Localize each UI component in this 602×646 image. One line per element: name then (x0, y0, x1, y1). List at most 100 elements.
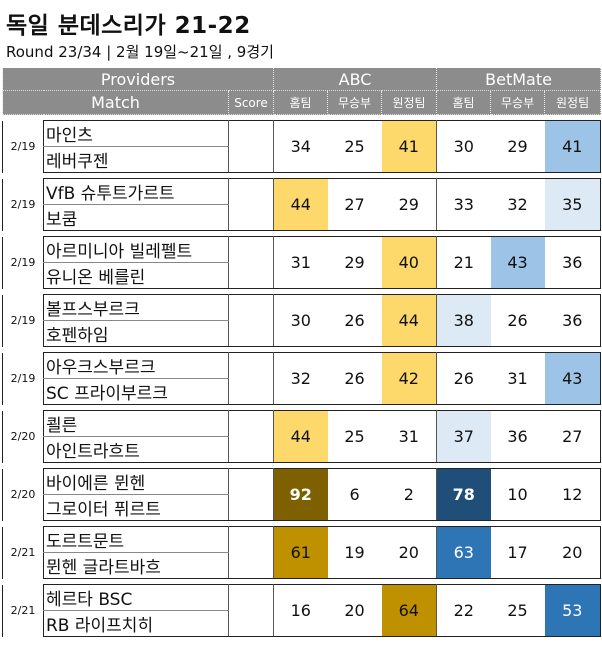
betmate-away-value: 20 (544, 526, 602, 579)
abc-home-value: 16 (273, 584, 328, 637)
score-cell (228, 236, 275, 289)
match-date: 2/19 (2, 120, 44, 173)
betmate-home-value: 30 (436, 120, 491, 173)
abc-home-value: 32 (273, 352, 328, 405)
match-date: 2/21 (2, 526, 44, 579)
abc-away-value: 20 (381, 526, 438, 579)
abc-away-value: 2 (381, 468, 438, 521)
abc-home-value: 31 (273, 236, 328, 289)
betmate-away-value: 35 (544, 178, 602, 231)
score-cell (228, 352, 275, 405)
score-cell (228, 410, 275, 463)
betmate-draw-value: 31 (490, 352, 545, 405)
match-row-away: RB 라이프치히 (3, 610, 601, 637)
match-row-away: 그로이터 퓌르트 (3, 494, 601, 521)
score-cell (228, 584, 275, 637)
abc-away-value: 42 (381, 352, 438, 405)
abc-home-value: 30 (273, 294, 328, 347)
abc-header: ABC (273, 68, 438, 91)
match-row: 2/19 아우크스부르크 32 26 42 26 31 43 (2, 352, 602, 405)
away-team-name: 레버쿠젠 (43, 146, 229, 173)
home-team-name: 쾰른 (43, 410, 229, 437)
abc-home-header: 홈팀 (273, 90, 329, 115)
match-date: 2/19 (2, 236, 44, 289)
betmate-home-value: 37 (436, 410, 491, 463)
abc-home-value: 44 (273, 178, 328, 231)
abc-draw-value: 29 (327, 236, 382, 289)
betmate-home-value: 38 (436, 294, 491, 347)
abc-home-value: 92 (273, 468, 328, 521)
betmate-home-value: 21 (436, 236, 491, 289)
betmate-away-value: 41 (544, 120, 602, 173)
abc-away-value: 64 (381, 584, 438, 637)
match-row: 2/19 마인츠 34 25 41 30 29 41 (2, 120, 602, 173)
betmate-home-header: 홈팀 (436, 90, 492, 115)
home-team-name: 마인츠 (43, 120, 229, 147)
match-row: 2/20 바이에른 뮌헨 92 6 2 78 10 12 (2, 468, 602, 521)
score-cell (228, 468, 275, 521)
betmate-draw-value: 25 (490, 584, 545, 637)
score-cell (228, 526, 275, 579)
away-team-name: 유니온 베를린 (43, 262, 229, 289)
home-team-name: 아우크스부르크 (43, 352, 229, 379)
match-row-away: 호펜하임 (3, 320, 601, 347)
betmate-away-value: 12 (544, 468, 602, 521)
abc-draw-value: 27 (327, 178, 382, 231)
home-team-name: 아르미니아 빌레펠트 (43, 236, 229, 263)
away-team-name: 보쿰 (43, 204, 229, 231)
abc-home-value: 34 (273, 120, 328, 173)
betmate-away-value: 53 (544, 584, 602, 637)
abc-away-value: 41 (381, 120, 438, 173)
betmate-home-value: 78 (436, 468, 491, 521)
betmate-draw-value: 26 (490, 294, 545, 347)
betmate-away-value: 43 (544, 352, 602, 405)
abc-draw-value: 25 (327, 410, 382, 463)
match-date: 2/21 (2, 584, 44, 637)
abc-home-value: 44 (273, 410, 328, 463)
match-row-away: 보쿰 (3, 204, 601, 231)
home-team-name: VfB 슈투트가르트 (43, 178, 229, 205)
abc-draw-header: 무승부 (327, 90, 383, 115)
away-team-name: 호펜하임 (43, 320, 229, 347)
betmate-draw-value: 43 (490, 236, 545, 289)
betmate-draw-value: 32 (490, 178, 545, 231)
match-row-away: 레버쿠젠 (3, 146, 601, 173)
abc-draw-value: 26 (327, 352, 382, 405)
match-row: 2/19 아르미니아 빌레펠트 31 29 40 21 43 36 (2, 236, 602, 289)
abc-draw-value: 26 (327, 294, 382, 347)
abc-draw-value: 25 (327, 120, 382, 173)
betmate-draw-value: 10 (490, 468, 545, 521)
betmate-away-value: 36 (544, 236, 602, 289)
home-team-name: 헤르타 BSC (43, 584, 229, 611)
match-date: 2/20 (2, 410, 44, 463)
score-cell (228, 294, 275, 347)
betmate-away-value: 27 (544, 410, 602, 463)
abc-away-value: 29 (381, 178, 438, 231)
abc-away-value: 44 (381, 294, 438, 347)
away-team-name: SC 프라이부르크 (43, 378, 229, 405)
betmate-home-value: 63 (436, 526, 491, 579)
home-team-name: 도르트문트 (43, 526, 229, 553)
betmate-header: BetMate (436, 68, 602, 91)
abc-draw-value: 20 (327, 584, 382, 637)
abc-away-header: 원정팀 (381, 90, 438, 115)
match-row: 2/19 VfB 슈투트가르트 44 27 29 33 32 35 (2, 178, 602, 231)
odds-table: Providers ABC BetMate Match Score 홈팀 무승부… (1, 68, 602, 637)
match-date: 2/19 (2, 178, 44, 231)
match-row-away: SC 프라이부르크 (3, 378, 601, 405)
betmate-draw-header: 무승부 (490, 90, 546, 115)
match-date: 2/19 (2, 294, 44, 347)
match-header: Match (2, 90, 229, 115)
match-date: 2/20 (2, 468, 44, 521)
match-row: 2/21 헤르타 BSC 16 20 64 22 25 53 (2, 584, 602, 637)
betmate-draw-value: 17 (490, 526, 545, 579)
betmate-home-value: 26 (436, 352, 491, 405)
score-cell (228, 120, 275, 173)
score-header: Score (227, 90, 275, 115)
home-team-name: 바이에른 뮌헨 (43, 468, 229, 495)
match-row-away: 유니온 베를린 (3, 262, 601, 289)
betmate-home-value: 33 (436, 178, 491, 231)
betmate-draw-value: 36 (490, 410, 545, 463)
match-row: 2/19 볼프스부르크 30 26 44 38 26 36 (2, 294, 602, 347)
betmate-away-header: 원정팀 (544, 90, 602, 115)
